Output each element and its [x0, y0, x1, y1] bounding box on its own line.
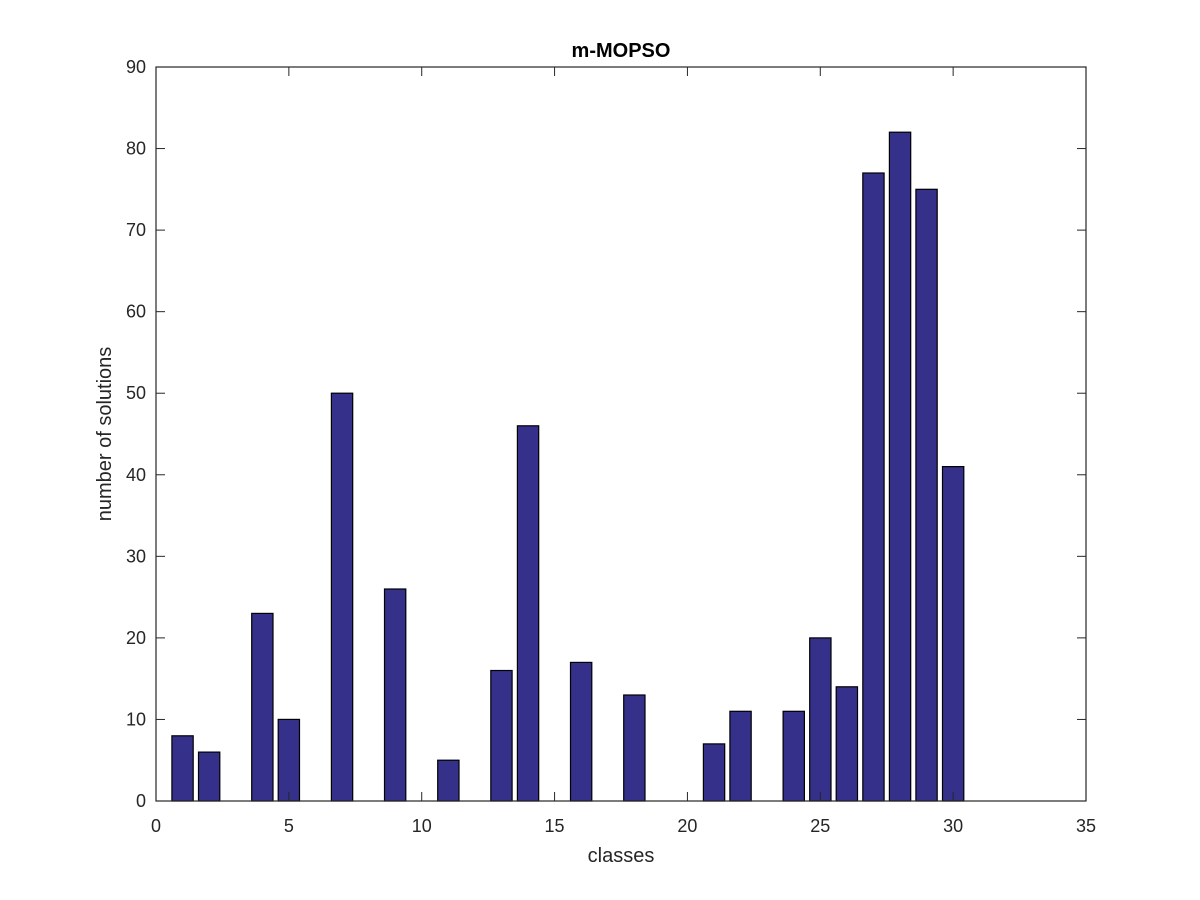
x-axis-label: classes	[588, 845, 655, 867]
y-tick-label: 70	[126, 220, 146, 240]
x-tick-label: 5	[284, 816, 294, 836]
x-tick-label: 20	[677, 816, 697, 836]
bar	[516, 425, 540, 802]
y-tick-label: 80	[126, 139, 146, 159]
bar	[809, 637, 832, 802]
bar	[383, 588, 407, 802]
axes-box	[155, 66, 1087, 802]
y-tick-label: 30	[126, 546, 146, 566]
bar	[729, 710, 752, 802]
y-tick-label: 20	[126, 628, 146, 648]
bar	[490, 669, 513, 802]
bar	[835, 686, 859, 802]
x-tick-label: 25	[810, 816, 830, 836]
bar	[251, 612, 274, 802]
bar	[171, 735, 194, 802]
x-tick-label: 10	[412, 816, 432, 836]
bar	[702, 743, 726, 802]
chart-title: m-MOPSO	[572, 40, 671, 62]
y-tick-label: 60	[126, 302, 146, 322]
bar	[862, 172, 885, 802]
bar	[888, 131, 912, 802]
x-tick-label: 0	[151, 816, 161, 836]
x-tick-label: 30	[943, 816, 963, 836]
bar	[623, 694, 646, 802]
bar	[437, 759, 460, 802]
bar	[277, 718, 301, 802]
bar	[782, 710, 805, 802]
x-tick-labels: 0 5 10 15 20 25 30 35	[151, 816, 1096, 836]
y-tick-label: 40	[126, 465, 146, 485]
y-tick-labels: 0 10 20 30 40 50 60 70 80 90	[126, 57, 146, 811]
x-tick-label: 15	[545, 816, 565, 836]
bar	[569, 661, 593, 802]
bar	[941, 466, 965, 802]
y-tick-label: 0	[136, 791, 146, 811]
ticks-group	[155, 66, 1087, 802]
bar	[915, 188, 938, 802]
y-tick-label: 10	[126, 709, 146, 729]
bar	[330, 392, 354, 802]
y-tick-label: 50	[126, 383, 146, 403]
x-tick-label: 35	[1076, 816, 1096, 836]
bars-group	[171, 131, 965, 802]
y-axis-label: number of solutions	[94, 347, 116, 522]
y-tick-label: 90	[126, 57, 146, 77]
bar	[197, 751, 221, 802]
